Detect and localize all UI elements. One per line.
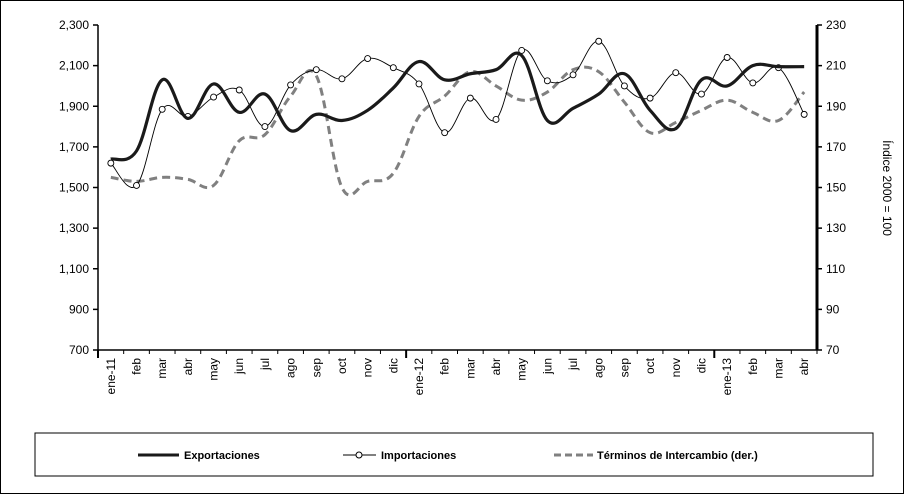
importaciones-point [312, 66, 320, 74]
importaciones-point [723, 54, 731, 61]
x-tick-label: ene-11 [104, 358, 118, 395]
x-tick-label: jun [232, 358, 246, 375]
x-tick-label: feb [438, 358, 452, 375]
importaciones-point [158, 105, 166, 113]
legend: Exportaciones Importaciones Términos de … [34, 432, 874, 477]
x-tick-label: mar [771, 358, 785, 379]
x-tick-label: abr [797, 358, 811, 375]
series-line-importaciones [110, 40, 805, 188]
left-tick-label: 1,700 [59, 140, 89, 154]
x-tick-label: dic [386, 358, 400, 373]
legend-label-exportaciones: Exportaciones [184, 450, 260, 462]
importaciones-point [441, 129, 449, 137]
importaciones-point [133, 182, 140, 189]
x-tick-label: feb [130, 358, 144, 375]
left-tick-label: 1,100 [59, 262, 89, 276]
importaciones-point [415, 80, 423, 88]
importaciones-point [800, 110, 808, 118]
x-tick-label: jul [566, 358, 580, 371]
right-tick-label: 170 [826, 140, 846, 154]
x-tick-label: ago [284, 358, 298, 378]
importaciones-point [697, 90, 705, 98]
x-tick-label: oct [335, 357, 349, 374]
importaciones-point [595, 37, 603, 45]
x-tick-label: jul [258, 358, 272, 371]
legend-label-importaciones: Importaciones [381, 450, 456, 462]
right-tick-label: 150 [826, 181, 846, 195]
importaciones-point [235, 86, 243, 94]
legend-label-terminos: Términos de Intercambio (der.) [597, 450, 758, 462]
x-tick-label: jun [540, 358, 554, 375]
series-line-exportaciones [110, 51, 805, 162]
x-tick-label: sep [309, 358, 323, 378]
left-tick-label: 1,900 [59, 99, 89, 113]
x-tick-label: abr [181, 358, 195, 375]
importaciones-point [749, 79, 757, 87]
left-tick-label: 2,100 [59, 59, 89, 73]
importaciones-point [620, 82, 628, 90]
right-tick-label: 110 [826, 262, 845, 276]
x-tick-label: may [515, 358, 529, 381]
right-tick-label: 130 [826, 221, 846, 235]
importaciones-point [287, 81, 295, 89]
importaciones-point [543, 77, 551, 85]
series-layer [107, 37, 808, 197]
left-tick-label: 1,500 [59, 181, 89, 195]
axes: 700 900 1,100 1,300 1,500 1,700 1,900 2,100 2,30… [59, 18, 846, 395]
x-tick-label: oct [643, 357, 657, 374]
importaciones-point [364, 55, 372, 62]
x-tick-label: mar [155, 358, 169, 379]
x-tick-label: mar [463, 358, 477, 379]
importaciones-point [107, 159, 115, 167]
x-tick-label: nov [361, 358, 375, 377]
importaciones-point [389, 64, 397, 72]
x-tick-label: abr [489, 358, 503, 375]
x-tick-label: may [207, 358, 221, 381]
x-tick-label: ene-13 [720, 358, 734, 396]
x-tick-label: ago [592, 358, 606, 378]
right-tick-label: 210 [826, 59, 846, 73]
series-line-t-rminos-de-intercambio-der [110, 65, 806, 197]
x-tick-label: nov [669, 358, 683, 377]
importaciones-point [466, 94, 474, 102]
right-tick-label: 90 [826, 302, 840, 316]
importaciones-point [210, 93, 218, 101]
legend-swatch-importaciones-marker [355, 451, 363, 459]
right-tick-label: 190 [826, 99, 846, 113]
x-tick-label: feb [746, 358, 760, 375]
x-tick-label: ene-12 [412, 358, 426, 396]
right-tick-label: 70 [826, 343, 840, 357]
importaciones-point [569, 71, 577, 79]
importaciones-point [646, 94, 654, 102]
x-tick-label: sep [617, 358, 631, 378]
importaciones-point [338, 75, 346, 83]
left-tick-label: 1,300 [59, 221, 89, 235]
right-axis-title: Índice 2000 = 100 [880, 140, 895, 236]
left-tick-label: 700 [69, 343, 89, 357]
importaciones-point [492, 116, 500, 123]
x-tick-label: dic [694, 358, 708, 373]
right-tick-label: 230 [826, 18, 846, 32]
left-tick-label: 2,300 [59, 18, 89, 32]
importaciones-point [261, 123, 269, 131]
left-tick-label: 900 [69, 302, 89, 316]
importaciones-point [672, 69, 680, 77]
